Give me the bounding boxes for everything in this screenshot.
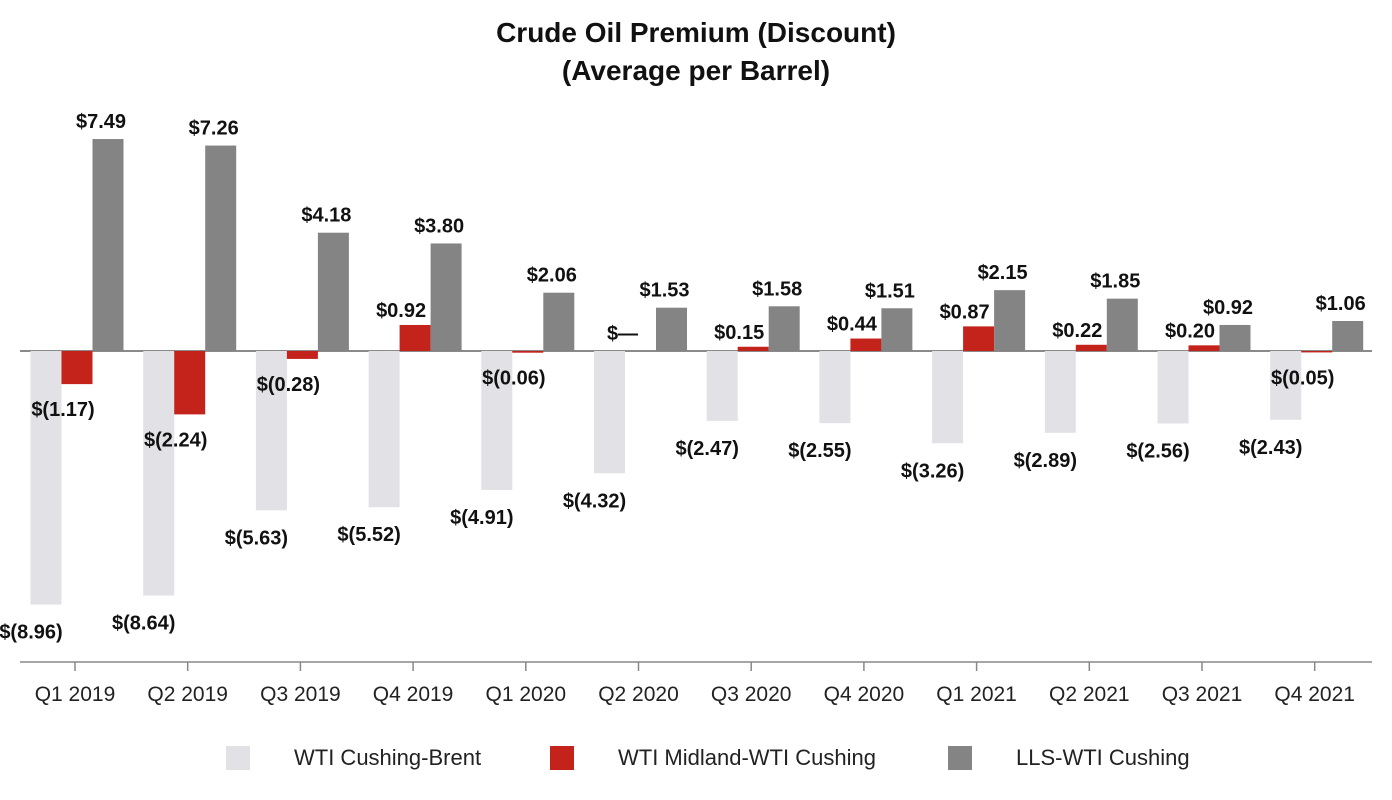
chart-legend: WTI Cushing-Brent WTI Midland-WTI Cushin… bbox=[0, 740, 1392, 776]
data-label-lls-wti-cushing: $7.49 bbox=[76, 111, 126, 133]
bar-wti-midland-wti-cushing bbox=[850, 338, 882, 351]
bar-wti-cushing-brent bbox=[819, 351, 851, 424]
data-label-wti-midland-wti-cushing: $(1.17) bbox=[31, 399, 94, 421]
bar-wti-cushing-brent bbox=[1044, 351, 1076, 433]
data-label-wti-cushing-brent: $(2.55) bbox=[788, 440, 851, 462]
legend-swatch-lls-wti-cushing bbox=[948, 746, 972, 770]
data-label-wti-midland-wti-cushing: $(0.05) bbox=[1271, 367, 1334, 389]
bar-wti-cushing-brent bbox=[1270, 351, 1302, 420]
legend-swatch-wti-midland-wti-cushing bbox=[550, 746, 574, 770]
data-label-lls-wti-cushing: $2.15 bbox=[978, 262, 1028, 284]
bar-wti-midland-wti-cushing bbox=[174, 351, 206, 415]
data-label-wti-cushing-brent: $(5.52) bbox=[337, 524, 400, 546]
data-label-wti-cushing-brent: $(4.32) bbox=[563, 490, 626, 512]
x-tick-label: Q4 2020 bbox=[824, 683, 905, 706]
legend-label-lls-wti-cushing: LLS-WTI Cushing bbox=[1016, 745, 1190, 770]
bar-wti-cushing-brent bbox=[481, 351, 513, 490]
legend-item-lls-wti-cushing: LLS-WTI Cushing bbox=[948, 740, 1190, 776]
data-label-wti-midland-wti-cushing: $(0.28) bbox=[257, 374, 320, 396]
x-tick-label: Q2 2021 bbox=[1049, 683, 1130, 706]
data-label-lls-wti-cushing: $0.92 bbox=[1203, 297, 1253, 319]
bar-lls-wti-cushing bbox=[768, 306, 800, 351]
data-label-wti-cushing-brent: $(2.89) bbox=[1014, 450, 1077, 472]
data-label-lls-wti-cushing: $1.58 bbox=[752, 278, 802, 300]
bar-lls-wti-cushing bbox=[1219, 324, 1251, 351]
bar-wti-midland-wti-cushing bbox=[737, 346, 769, 351]
data-label-lls-wti-cushing: $7.26 bbox=[189, 118, 239, 140]
legend-swatch-wti-cushing-brent bbox=[226, 746, 250, 770]
data-label-wti-cushing-brent: $(4.91) bbox=[450, 507, 513, 529]
data-label-wti-midland-wti-cushing: $— bbox=[607, 323, 638, 345]
x-tick-label: Q1 2019 bbox=[35, 683, 116, 706]
data-label-wti-cushing-brent: $(5.63) bbox=[225, 527, 288, 549]
chart-subtitle: (Average per Barrel) bbox=[561, 55, 831, 86]
chart-title: Crude Oil Premium (Discount) bbox=[496, 17, 896, 48]
bar-wti-cushing-brent bbox=[30, 351, 62, 605]
legend-item-wti-cushing-brent: WTI Cushing-Brent bbox=[226, 740, 481, 776]
bar-wti-cushing-brent bbox=[594, 351, 625, 474]
x-tick-label: Q1 2021 bbox=[936, 683, 1017, 706]
bar-wti-midland-wti-cushing bbox=[61, 351, 93, 385]
bar-wti-cushing-brent bbox=[1157, 351, 1189, 424]
data-label-lls-wti-cushing: $1.53 bbox=[639, 280, 689, 302]
x-tick-label: Q3 2021 bbox=[1162, 683, 1243, 706]
legend-item-wti-midland-wti-cushing: WTI Midland-WTI Cushing bbox=[550, 740, 876, 776]
data-label-wti-midland-wti-cushing: $0.44 bbox=[827, 314, 878, 336]
x-tick-label: Q4 2021 bbox=[1274, 683, 1355, 706]
bar-lls-wti-cushing bbox=[994, 290, 1026, 351]
x-tick-label: Q3 2020 bbox=[711, 683, 792, 706]
bar-lls-wti-cushing bbox=[205, 145, 237, 351]
data-label-lls-wti-cushing: $2.06 bbox=[527, 265, 577, 287]
x-tick-label: Q2 2019 bbox=[147, 683, 228, 706]
chart-title-block: Crude Oil Premium (Discount) (Average pe… bbox=[0, 14, 1392, 90]
data-label-wti-cushing-brent: $(2.43) bbox=[1239, 437, 1302, 459]
bar-wti-midland-wti-cushing bbox=[286, 351, 318, 359]
legend-label-wti-cushing-brent: WTI Cushing-Brent bbox=[294, 745, 482, 770]
data-label-wti-cushing-brent: $(2.47) bbox=[676, 438, 739, 460]
data-label-lls-wti-cushing: $1.85 bbox=[1090, 271, 1140, 293]
x-tick-label: Q3 2019 bbox=[260, 683, 341, 706]
bar-wti-cushing-brent bbox=[255, 351, 287, 511]
bar-lls-wti-cushing bbox=[317, 232, 349, 351]
bar-wti-cushing-brent bbox=[143, 351, 175, 596]
data-label-wti-midland-wti-cushing: $(0.06) bbox=[482, 368, 545, 390]
x-tick-label: Q1 2020 bbox=[486, 683, 567, 706]
data-label-lls-wti-cushing: $4.18 bbox=[301, 205, 351, 227]
bar-chart: Q1 2019 Q2 2019 Q3 2019 Q4 2019 Q1 2020 Q2 20… bbox=[0, 111, 1372, 706]
bar-lls-wti-cushing bbox=[656, 307, 687, 351]
data-label-wti-midland-wti-cushing: $0.87 bbox=[940, 301, 990, 323]
bar-lls-wti-cushing bbox=[430, 243, 462, 351]
data-label-wti-midland-wti-cushing: $0.20 bbox=[1165, 320, 1215, 342]
data-label-lls-wti-cushing: $3.80 bbox=[414, 215, 464, 237]
bar-lls-wti-cushing bbox=[92, 139, 124, 351]
x-tick-label: Q4 2019 bbox=[373, 683, 454, 706]
bar-wti-midland-wti-cushing bbox=[512, 351, 544, 353]
data-label-wti-cushing-brent: $(8.64) bbox=[112, 613, 175, 635]
bar-lls-wti-cushing bbox=[543, 292, 575, 351]
bar-wti-midland-wti-cushing bbox=[1075, 344, 1107, 351]
data-label-wti-cushing-brent: $(3.26) bbox=[901, 460, 964, 482]
bar-wti-cushing-brent bbox=[932, 351, 964, 444]
bar-lls-wti-cushing bbox=[1106, 298, 1138, 351]
legend-label-wti-midland-wti-cushing: WTI Midland-WTI Cushing bbox=[618, 745, 876, 770]
bar-lls-wti-cushing bbox=[1332, 321, 1364, 351]
x-tick-label: Q2 2020 bbox=[598, 683, 679, 706]
bar-wti-midland-wti-cushing bbox=[963, 326, 995, 351]
data-label-wti-cushing-brent: $(2.56) bbox=[1126, 440, 1189, 462]
bar-wti-cushing-brent bbox=[368, 351, 400, 508]
bar-wti-midland-wti-cushing bbox=[1301, 351, 1333, 353]
data-label-wti-midland-wti-cushing: $0.15 bbox=[714, 322, 764, 344]
data-label-wti-midland-wti-cushing: $0.92 bbox=[376, 300, 426, 322]
data-label-wti-midland-wti-cushing: $0.22 bbox=[1052, 320, 1102, 342]
bar-wti-midland-wti-cushing bbox=[399, 324, 431, 351]
bar-wti-cushing-brent bbox=[706, 351, 738, 421]
data-label-wti-midland-wti-cushing: $(2.24) bbox=[144, 429, 207, 451]
data-label-wti-cushing-brent: $(8.96) bbox=[0, 622, 63, 644]
bar-wti-midland-wti-cushing bbox=[1188, 345, 1220, 351]
data-label-lls-wti-cushing: $1.06 bbox=[1316, 293, 1366, 315]
data-label-lls-wti-cushing: $1.51 bbox=[865, 280, 915, 302]
bar-lls-wti-cushing bbox=[881, 308, 913, 351]
